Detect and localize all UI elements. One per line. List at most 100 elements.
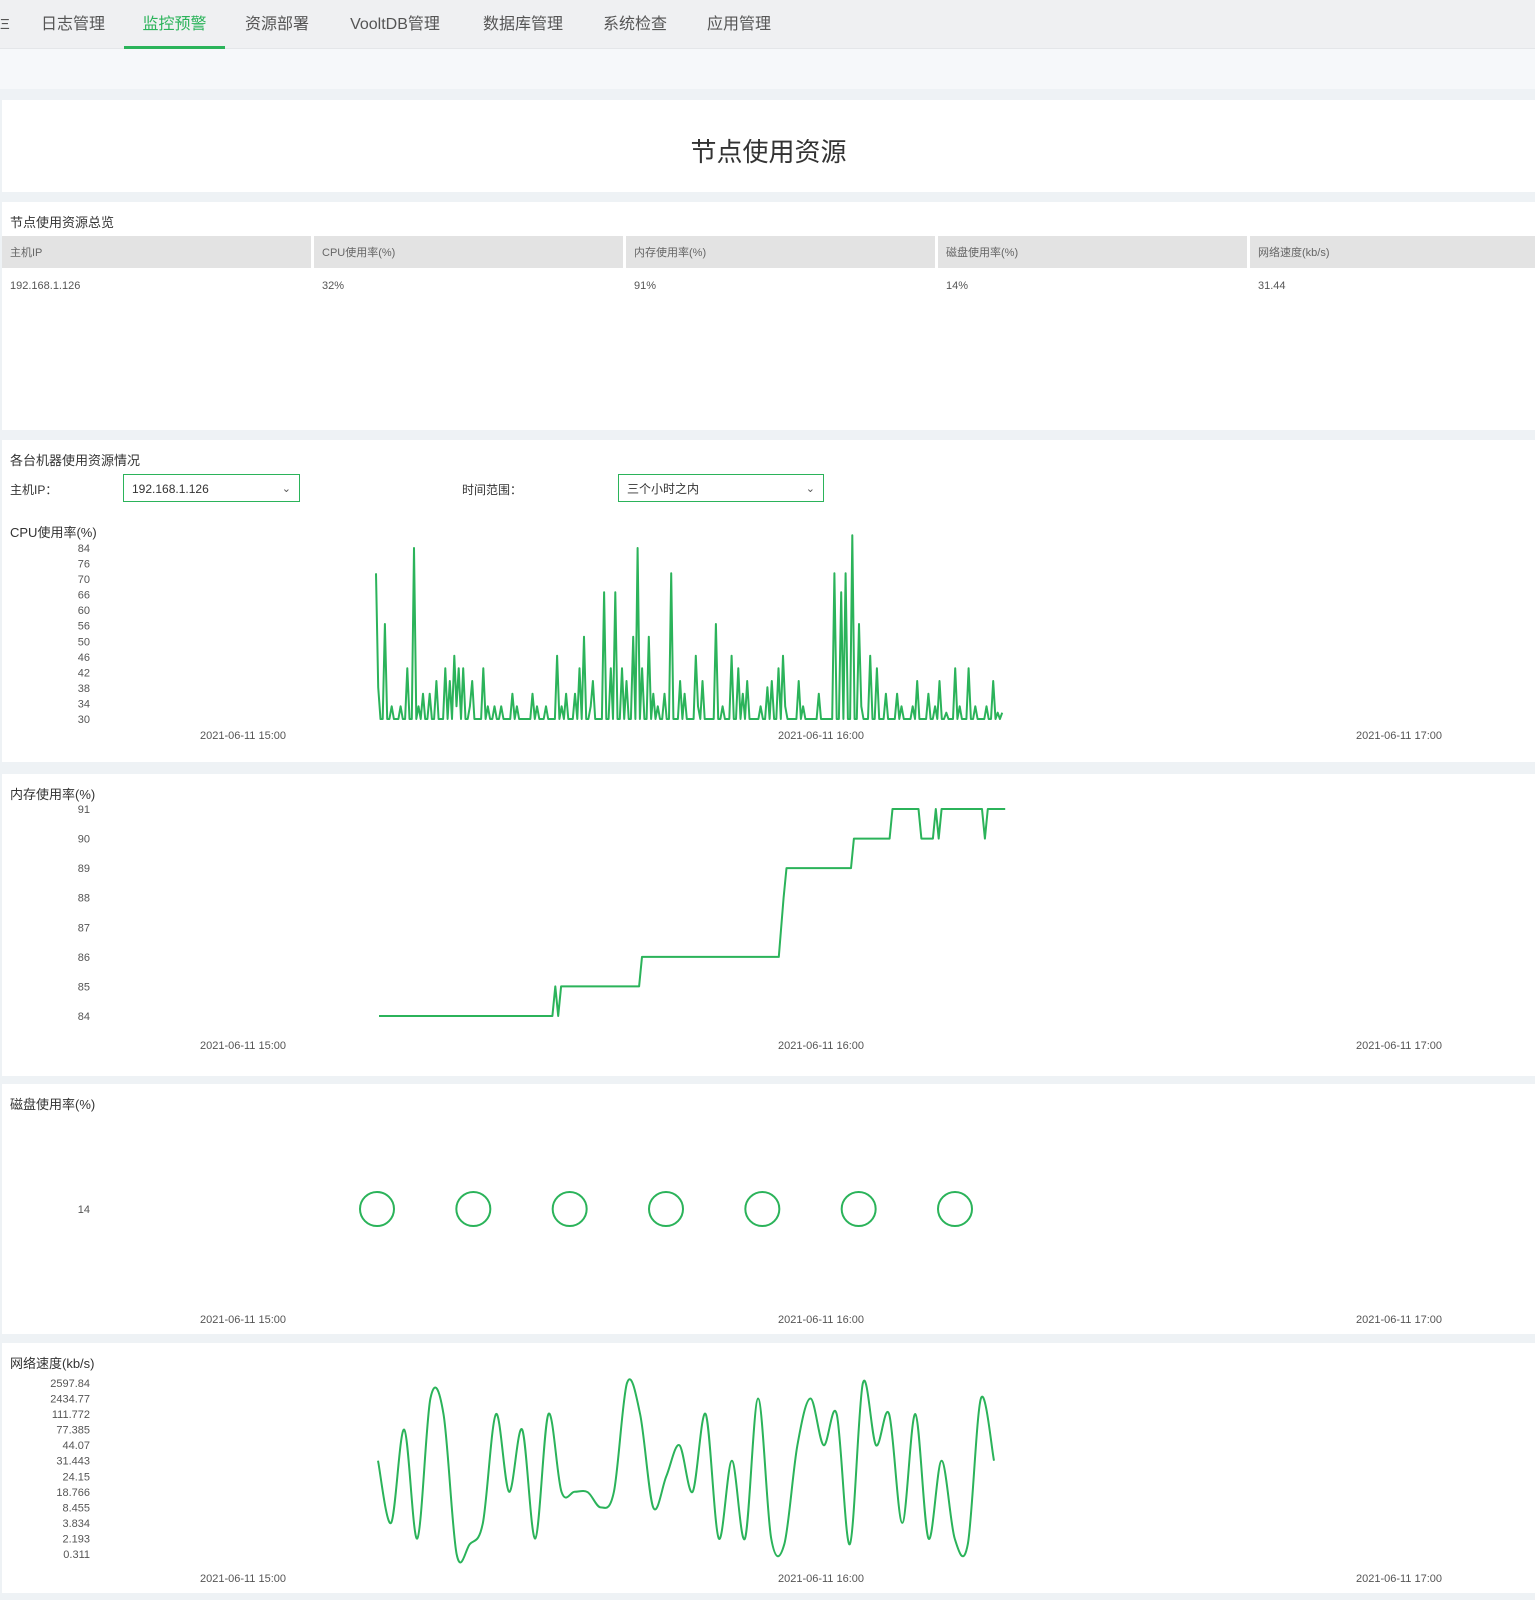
host-ip-value: 192.168.1.126 [132, 482, 209, 496]
chevron-down-icon: ⌄ [281, 483, 291, 495]
page-title: 节点使用资源 [690, 137, 847, 167]
x-tick-label: 2021-06-11 15:00 [200, 1314, 286, 1326]
x-tick-label: 2021-06-11 16:00 [778, 1573, 864, 1585]
disk-chart: 14 2021-06-11 15:00 2021-06-11 16:00 2021-0… [78, 1191, 1442, 1326]
y-tick-label: 8.455 [62, 1502, 90, 1514]
y-tick-label: 2597.84 [50, 1378, 90, 1390]
overview-panel: 节点使用资源总览 主机IP CPU使用率(%) 内存使用率(%) 磁盘使用率(%… [2, 202, 1535, 430]
x-tick-label: 2021-06-11 17:00 [1356, 1573, 1442, 1585]
host-ip-label: 主机IP： [10, 483, 58, 497]
x-tick-label: 2021-06-11 15:00 [200, 1573, 286, 1585]
network-panel: 网络速度(kb/s) 2597.84 2434.77 111.772 77.385 44… [2, 1343, 1535, 1593]
x-tick-label: 2021-06-11 17:00 [1356, 730, 1442, 742]
y-tick-label: 2434.77 [50, 1394, 90, 1406]
overview-table: 主机IP CPU使用率(%) 内存使用率(%) 磁盘使用率(%) 网络速度(kb… [2, 236, 1535, 304]
memory-chart: 91 90 89 88 87 86 85 84 2021-06-11 15:00 2021-06-… [78, 804, 1442, 1052]
disk-point [840, 1191, 877, 1227]
tab-log-management[interactable]: 日志管理 [40, 16, 105, 33]
y-tick-label: 84 [78, 543, 90, 555]
disk-point [359, 1191, 395, 1227]
cpu-panel: 各台机器使用资源情况 主机IP： 192.168.1.126 ⌄ 时间范围： 三… [2, 440, 1535, 762]
top-nav: Ξ 日志管理 监控预警 资源部署 VooltDB管理 数据库管理 系统检查 应用… [0, 0, 1535, 49]
tab-app-management[interactable]: 应用管理 [706, 16, 771, 33]
cell-network: 31.44 [1258, 280, 1286, 292]
cell-disk: 14% [946, 280, 969, 292]
y-tick-label: 38 [78, 683, 90, 695]
disk-point [455, 1191, 492, 1227]
col-disk: 磁盘使用率(%) [938, 236, 1250, 268]
col-memory: 内存使用率(%) [626, 236, 938, 268]
tab-vooltdb[interactable]: VooltDB管理 [350, 16, 440, 33]
y-tick-label: 31.443 [56, 1456, 90, 1468]
machines-title: 各台机器使用资源情况 [10, 453, 141, 468]
y-tick-label: 90 [78, 834, 90, 846]
y-tick-label: 0.311 [63, 1549, 90, 1561]
col-cpu: CPU使用率(%) [314, 236, 626, 268]
x-tick-label: 2021-06-11 15:00 [200, 1040, 286, 1052]
y-tick-label: 50 [78, 636, 90, 648]
network-chart-title: 网络速度(kb/s) [10, 1356, 95, 1371]
x-tick-label: 2021-06-11 17:00 [1356, 1314, 1442, 1326]
network-chart: 2597.84 2434.77 111.772 77.385 44.07 31.443 24… [50, 1378, 1442, 1585]
cpu-chart-title: CPU使用率(%) [10, 525, 97, 540]
y-tick-label: 86 [78, 952, 90, 964]
disk-point [744, 1191, 781, 1227]
y-tick-label: 34 [78, 698, 90, 710]
tab-database[interactable]: 数据库管理 [482, 16, 563, 33]
y-tick-label: 44.07 [62, 1440, 90, 1452]
y-tick-label: 42 [78, 667, 90, 679]
y-tick-label: 24.15 [62, 1471, 90, 1483]
y-tick-label: 87 [78, 922, 90, 934]
tab-resource-deploy[interactable]: 资源部署 [244, 16, 309, 33]
time-range-value: 三个小时之内 [627, 482, 700, 496]
tab-monitoring-alerts[interactable]: 监控预警 [124, 0, 225, 49]
table-header-row: 主机IP CPU使用率(%) 内存使用率(%) 磁盘使用率(%) 网络速度(kb… [2, 236, 1535, 268]
disk-chart-title: 磁盘使用率(%) [10, 1097, 96, 1112]
sub-toolbar [0, 49, 1535, 89]
x-tick-label: 2021-06-11 15:00 [200, 730, 286, 742]
title-panel: 节点使用资源 [2, 100, 1535, 192]
y-tick-label: 46 [78, 652, 90, 664]
cell-memory: 91% [634, 280, 657, 292]
col-network: 网络速度(kb/s) [1250, 236, 1535, 268]
x-tick-label: 2021-06-11 16:00 [778, 730, 864, 742]
y-tick-label: 84 [78, 1011, 90, 1023]
y-tick-label: 66 [78, 590, 90, 602]
y-tick-label: 60 [78, 605, 90, 617]
y-tick-label: 88 [78, 893, 90, 905]
y-tick-label: 77.385 [56, 1425, 90, 1437]
cpu-series-line [375, 534, 1004, 720]
overview-title: 节点使用资源总览 [10, 215, 115, 230]
x-tick-label: 2021-06-11 17:00 [1356, 1040, 1442, 1052]
cpu-chart: 84 76 70 66 60 56 50 46 42 38 34 30 2021-06-11 15:00… [78, 534, 1442, 742]
time-range-label: 时间范围： [462, 483, 523, 497]
y-tick-label: 76 [78, 559, 90, 571]
nav-edge-icon[interactable]: Ξ [0, 16, 10, 33]
y-tick-label: 2.193 [62, 1533, 90, 1545]
host-ip-select[interactable]: 192.168.1.126 ⌄ [123, 474, 300, 502]
x-tick-label: 2021-06-11 16:00 [778, 1314, 864, 1326]
y-tick-label: 14 [78, 1204, 90, 1216]
cell-host-ip: 192.168.1.126 [10, 280, 81, 292]
disk-point [551, 1191, 588, 1227]
time-range-select[interactable]: 三个小时之内 ⌄ [618, 474, 824, 502]
tab-system-check[interactable]: 系统检查 [602, 16, 667, 33]
x-tick-label: 2021-06-11 16:00 [778, 1040, 864, 1052]
col-host-ip: 主机IP [2, 236, 314, 268]
y-tick-label: 85 [78, 981, 90, 993]
network-series-line [377, 1378, 995, 1564]
y-tick-label: 89 [78, 863, 90, 875]
memory-series-line [379, 808, 1006, 1017]
chevron-down-icon: ⌄ [805, 483, 815, 495]
y-tick-label: 70 [78, 574, 90, 586]
y-tick-label: 56 [78, 621, 90, 633]
y-tick-label: 30 [78, 714, 90, 726]
disk-point [648, 1191, 684, 1227]
cell-cpu: 32% [322, 280, 345, 292]
y-tick-label: 18.766 [56, 1487, 90, 1499]
memory-chart-title: 内存使用率(%) [10, 787, 96, 802]
y-tick-label: 3.834 [62, 1518, 90, 1530]
y-tick-label: 111.772 [52, 1409, 90, 1421]
table-row: 192.168.1.126 32% 91% 14% 31.44 [2, 268, 1535, 304]
y-tick-label: 91 [78, 804, 90, 816]
